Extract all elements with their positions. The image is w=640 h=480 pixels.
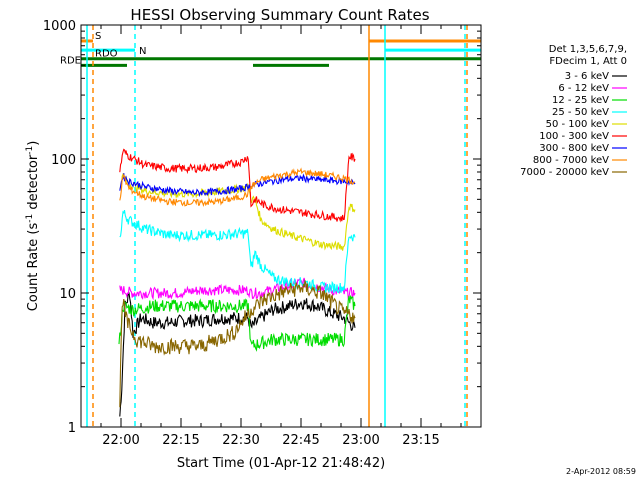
x-tick-label: 22:00 [102,433,139,448]
legend-label: 800 - 7000 keV [533,155,609,166]
legend-label: 12 - 25 keV [552,95,609,106]
x-axis-ticks: 22:00 22:15 22:30 22:45 23:00 23:15 [80,25,482,448]
x-tick-label: 22:15 [162,433,199,448]
flag-label-s: S [95,31,101,42]
y-tick-label: 10 [59,287,76,302]
y-tick-label: 100 [51,153,76,168]
vertical-markers [86,25,468,427]
y-tick-label: 1 [68,421,76,436]
series-line-25-50-kev [119,209,356,294]
y-tick-label: 1000 [43,19,76,34]
plot-frame [80,24,482,428]
chart-title: HESSI Observing Summary Count Rates [130,6,429,24]
series-line-300-800-kev [119,173,356,198]
y-axis-label: Count Rate (s-1 detector-1) [25,141,41,312]
x-tick-label: 22:45 [282,433,319,448]
series-line-100-300-kev [119,148,356,223]
flag-label-rde: RDE [60,55,81,66]
x-tick-label: 23:00 [342,433,379,448]
x-axis-label: Start Time (01-Apr-12 21:48:42) [177,456,385,471]
legend-label: 50 - 100 keV [546,119,610,130]
legend-label: 300 - 800 keV [539,143,609,154]
timestamp: 2-Apr-2012 08:59 [566,467,636,476]
series-line-50-100-kev [119,172,356,251]
series-line-800-7000-kev [119,167,356,208]
flag-label-rdo: RDO [95,49,118,60]
legend-label: 3 - 6 keV [565,71,609,82]
legend-header: Det 1,3,5,6,7,9, [549,44,627,55]
legend-label: 7000 - 20000 keV [520,167,609,178]
series-line-7000-20000-kev [119,278,356,408]
legend-label: 100 - 300 keV [539,131,609,142]
flag-label-n: N [139,46,146,57]
legend-label: 6 - 12 keV [558,83,609,94]
series-lines [118,148,356,417]
x-tick-label: 23:15 [402,433,439,448]
legend: Det 1,3,5,6,7,9,FDecim 1, Att 0 3 - 6 keV… [520,44,627,178]
legend-label: 25 - 50 keV [552,107,609,118]
legend-header: FDecim 1, Att 0 [549,56,627,67]
x-tick-label: 22:30 [222,433,259,448]
series-line-3-6-kev [119,292,356,417]
flag-bars: S N RDO RDE [60,31,481,67]
series-line-12-25-kev [118,294,356,352]
